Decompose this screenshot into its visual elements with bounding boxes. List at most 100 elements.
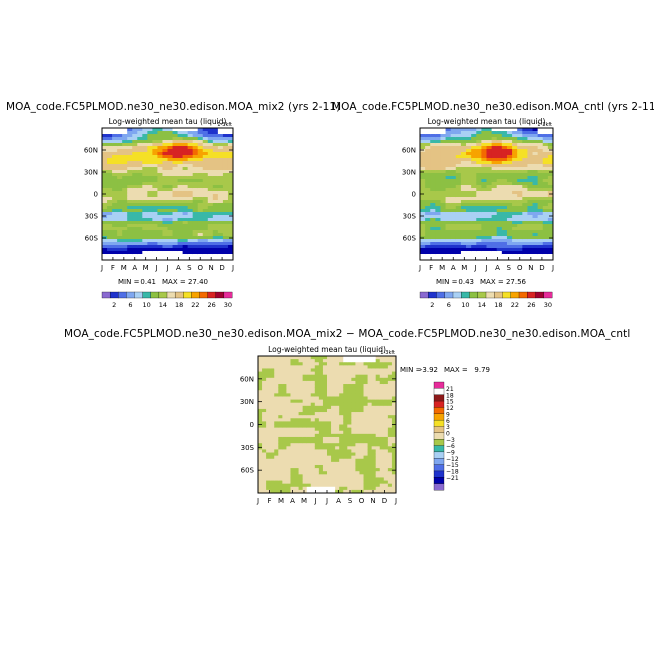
heatmap-cell	[335, 480, 340, 485]
heatmap-cell	[318, 474, 324, 478]
heatmap-cell	[496, 152, 503, 156]
heatmap-cell	[331, 458, 336, 463]
heatmap-cell	[450, 227, 457, 231]
heatmap-cell	[147, 143, 153, 147]
heatmap-cell	[375, 443, 381, 447]
heatmap-cell	[450, 254, 457, 258]
heatmap-cell	[306, 396, 312, 400]
x-tick-label: J	[551, 264, 554, 272]
heatmap-cell	[506, 212, 513, 216]
heatmap-cell	[107, 134, 113, 138]
heatmap-cell	[435, 143, 441, 147]
heatmap-cell	[327, 483, 332, 488]
heatmap-cell	[351, 396, 356, 400]
heatmap-cell	[450, 236, 457, 240]
heatmap-cell	[202, 203, 209, 207]
heatmap-cell	[286, 356, 291, 360]
heatmap-cell	[147, 203, 153, 207]
heatmap-cell	[222, 191, 229, 195]
heatmap-cell	[207, 179, 214, 183]
heatmap-cell	[496, 230, 503, 234]
heatmap-cell	[298, 356, 304, 360]
heatmap-cell	[202, 221, 209, 225]
heatmap-cell	[212, 239, 219, 243]
heatmap-cell	[142, 137, 148, 141]
heatmap-cell	[212, 197, 219, 201]
heatmap-cell	[379, 464, 385, 469]
heatmap-cell	[512, 212, 518, 216]
heatmap-cell	[512, 185, 518, 189]
x-tick-label: J	[256, 497, 259, 505]
heatmap-cell	[222, 149, 229, 153]
heatmap-cell	[387, 474, 393, 478]
heatmap-cell	[222, 200, 229, 204]
heatmap-cell	[430, 131, 436, 135]
heatmap-cell	[286, 377, 291, 382]
heatmap-cell	[491, 182, 498, 186]
heatmap-cell	[335, 483, 340, 488]
axes-cntl: Log-weighted mean tau (liquid)1-3kft60N3…	[402, 117, 554, 272]
heatmap-cell	[506, 164, 513, 168]
heatmap-cell	[212, 245, 219, 249]
heatmap-cell	[137, 155, 143, 159]
heatmap-cell	[302, 377, 308, 382]
heatmap-cell	[290, 424, 295, 429]
colorbar-swatch	[433, 470, 445, 478]
heatmap-cell	[262, 421, 267, 425]
heatmap-cell	[192, 152, 199, 156]
heatmap-cell	[132, 206, 138, 210]
heatmap-cell	[102, 179, 108, 183]
heatmap-cell	[481, 164, 487, 168]
heatmap-cell	[537, 146, 544, 150]
heatmap-cell	[172, 236, 178, 240]
heatmap-cell	[532, 152, 539, 156]
heatmap-cell	[335, 393, 340, 397]
heatmap-cell	[274, 399, 279, 404]
heatmap-cell	[391, 443, 397, 447]
heatmap-cell	[127, 137, 133, 141]
heatmap-cell	[286, 452, 291, 457]
heatmap-cell	[187, 242, 194, 246]
heatmap-cell	[207, 236, 214, 240]
heatmap-cell	[212, 149, 219, 153]
heatmap-cell	[335, 362, 340, 366]
heatmap-cell	[266, 433, 271, 438]
heatmap-cell	[501, 218, 508, 222]
heatmap-cell	[527, 179, 533, 183]
heatmap-cell	[527, 215, 533, 219]
heatmap-cell	[445, 173, 452, 177]
heatmap-cell	[517, 221, 523, 225]
heatmap-cell	[363, 449, 368, 453]
heatmap-cell	[537, 182, 544, 186]
heatmap-cell	[222, 242, 229, 246]
heatmap-cell	[522, 197, 528, 201]
heatmap-cell	[298, 359, 304, 363]
heatmap-cell	[486, 179, 493, 183]
heatmap-cell	[122, 176, 128, 180]
heatmap-cell	[351, 408, 356, 413]
heatmap-cell	[347, 461, 352, 466]
heatmap-cell	[383, 443, 389, 447]
heatmap-cell	[167, 200, 173, 204]
x-tick-label: J	[473, 264, 476, 272]
colorbar-label: 0	[446, 430, 450, 437]
heatmap-cell	[387, 374, 393, 379]
heatmap-cell	[157, 236, 163, 240]
heatmap-cell	[167, 155, 173, 159]
heatmap-cell	[302, 387, 308, 391]
heatmap-cell	[322, 405, 328, 410]
heatmap-cell	[435, 248, 441, 252]
heatmap-cell	[532, 242, 539, 246]
heatmap-cell	[197, 158, 204, 162]
heatmap-cell	[355, 486, 360, 491]
heatmap-cell	[322, 377, 328, 382]
heatmap-cell	[310, 374, 316, 379]
heatmap-cell	[327, 362, 332, 366]
heatmap-cell	[197, 155, 204, 159]
heatmap-cell	[197, 239, 204, 243]
heatmap-cell	[435, 245, 441, 249]
heatmap-cell	[266, 452, 271, 457]
heatmap-cell	[430, 242, 436, 246]
heatmap-cell	[286, 399, 291, 404]
heatmap-cell	[425, 188, 431, 192]
